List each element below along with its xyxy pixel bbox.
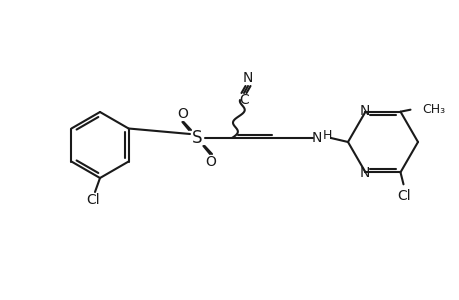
Text: Cl: Cl [397, 189, 410, 203]
Text: S: S [191, 129, 202, 147]
Text: O: O [205, 155, 216, 169]
Text: O: O [177, 107, 188, 121]
Text: N: N [358, 104, 369, 118]
Text: H: H [322, 128, 331, 142]
Text: N: N [311, 131, 321, 145]
Text: CH₃: CH₃ [421, 103, 445, 116]
Text: N: N [358, 166, 369, 180]
Text: C: C [239, 93, 248, 107]
Text: Cl: Cl [86, 193, 100, 207]
Text: N: N [242, 71, 252, 85]
